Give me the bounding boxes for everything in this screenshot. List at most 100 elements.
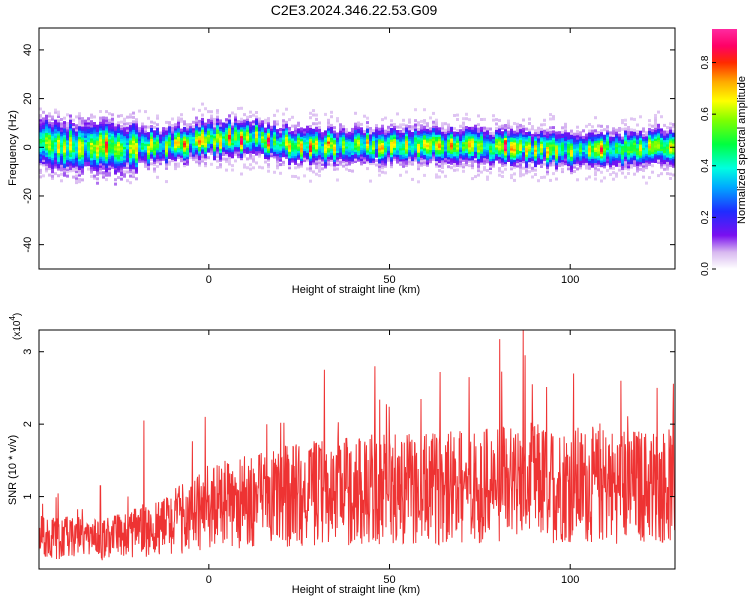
spectrogram-cell <box>84 123 87 127</box>
spectrogram-cell <box>621 160 624 164</box>
spectrogram-cell <box>528 133 531 136</box>
spectrogram-cell <box>594 138 597 142</box>
spectrogram-cell <box>411 140 414 144</box>
spectrogram-cell <box>144 153 147 157</box>
spectrogram-cell <box>579 142 582 146</box>
spectrogram-cell <box>582 157 585 161</box>
spectrogram-cell <box>288 166 291 170</box>
spectrogram-cell <box>573 159 576 162</box>
spectrogram-cell <box>309 133 312 137</box>
spectrogram-cell <box>111 141 114 145</box>
spectrogram-cell <box>117 125 120 129</box>
spectrogram-cell <box>525 171 528 175</box>
spectrogram-cell <box>63 147 66 151</box>
spectrogram-cell <box>390 160 393 164</box>
spectrogram-cell <box>267 141 270 145</box>
spectrogram-cell <box>120 177 123 181</box>
spectrogram-cell <box>207 121 210 125</box>
spectrogram-cell <box>648 138 651 142</box>
spectrogram-cell <box>381 124 384 128</box>
spectrogram-cell <box>57 119 60 123</box>
spectrogram-cell <box>381 164 384 168</box>
spectrogram-cell <box>465 150 468 154</box>
spectrogram-cell <box>474 140 477 144</box>
spectrogram-cell <box>450 126 453 130</box>
spectrogram-cell <box>561 137 564 141</box>
spectrogram-cell <box>432 151 435 155</box>
spectrogram-cell <box>132 168 135 172</box>
spectrogram-cell <box>75 148 78 152</box>
spectrogram-cell <box>159 131 162 135</box>
spectrogram-cell <box>51 170 54 174</box>
spectrogram-cell <box>156 138 159 142</box>
spectrogram-cell <box>330 128 333 132</box>
spectrogram-cell <box>642 133 645 137</box>
spectrogram-cell <box>342 149 345 153</box>
spectrogram-cell <box>144 134 147 138</box>
spectrogram-cell <box>666 145 669 149</box>
spectrogram-cell <box>339 162 342 166</box>
spectrogram-cell <box>42 148 45 152</box>
spectrogram-cell <box>450 148 453 152</box>
spectrogram-cell <box>81 147 84 151</box>
spectrogram-cell <box>585 166 588 170</box>
spectrogram-cell <box>357 141 360 145</box>
spectrogram-cell <box>354 160 357 163</box>
spectrogram-cell <box>618 133 621 137</box>
spectrogram-cell <box>423 136 426 140</box>
spectrogram-cell <box>465 161 468 164</box>
spectrogram-cell <box>522 136 525 140</box>
spectrogram-cell <box>156 140 159 144</box>
spectrogram-cell <box>474 126 477 130</box>
spectrogram-cell <box>210 151 213 155</box>
spectrogram-cell <box>450 161 453 165</box>
spectrogram-cell <box>447 147 450 151</box>
spectrogram-cell <box>282 160 285 164</box>
spectrogram-cell <box>81 149 84 153</box>
spectrogram-cell <box>177 118 180 122</box>
spectrogram-cell <box>285 123 288 126</box>
spectrogram-cell <box>216 152 219 156</box>
spectrogram-cell <box>636 162 639 166</box>
spectrogram-cell <box>576 178 579 182</box>
spectrogram-cell <box>111 161 114 165</box>
spectrogram-cell <box>519 141 522 145</box>
spectrogram-cell <box>660 150 663 154</box>
spectrogram-cell <box>513 178 516 182</box>
spectrogram-cell <box>456 135 459 139</box>
spectrogram-cell <box>336 143 339 147</box>
spectrogram-cell <box>501 175 504 178</box>
spectrogram-cell <box>96 124 99 128</box>
spectrogram-cell <box>543 131 546 135</box>
spectrogram-cell <box>132 135 135 139</box>
spectrogram-cell <box>228 129 231 133</box>
spectrogram-cell <box>360 160 363 164</box>
spectrogram-cell <box>348 169 351 172</box>
spectrogram-cell <box>300 147 303 151</box>
spectrogram-cell <box>42 152 45 156</box>
spectrogram-cell <box>69 149 72 153</box>
spectrogram-cell <box>249 141 252 145</box>
spectrogram-cell <box>324 143 327 147</box>
spectrogram-cell <box>108 164 111 168</box>
spectrogram-cell <box>150 149 153 153</box>
spectrogram-cell <box>519 130 522 134</box>
spectrogram-cell <box>378 127 381 131</box>
spectrogram-cell <box>612 153 615 157</box>
spectrogram-cell <box>129 154 132 158</box>
spectrogram-cell <box>63 154 66 157</box>
spectrogram-cell <box>138 157 141 161</box>
spectrogram-cell <box>486 129 489 133</box>
spectrogram-cell <box>465 145 468 149</box>
spectrogram-cell <box>255 161 258 165</box>
spectrogram-cell <box>474 137 477 141</box>
spectrogram-cell <box>216 115 219 119</box>
spectrogram-cell <box>486 136 489 140</box>
spectrogram-cell <box>174 167 177 171</box>
spectrogram-cell <box>45 141 48 144</box>
spectrogram-cell <box>315 155 318 159</box>
spectrogram-cell <box>120 127 123 131</box>
spectrogram-cell <box>537 137 540 141</box>
spectrogram-cell <box>201 139 204 143</box>
spectrogram-cell <box>123 133 126 137</box>
